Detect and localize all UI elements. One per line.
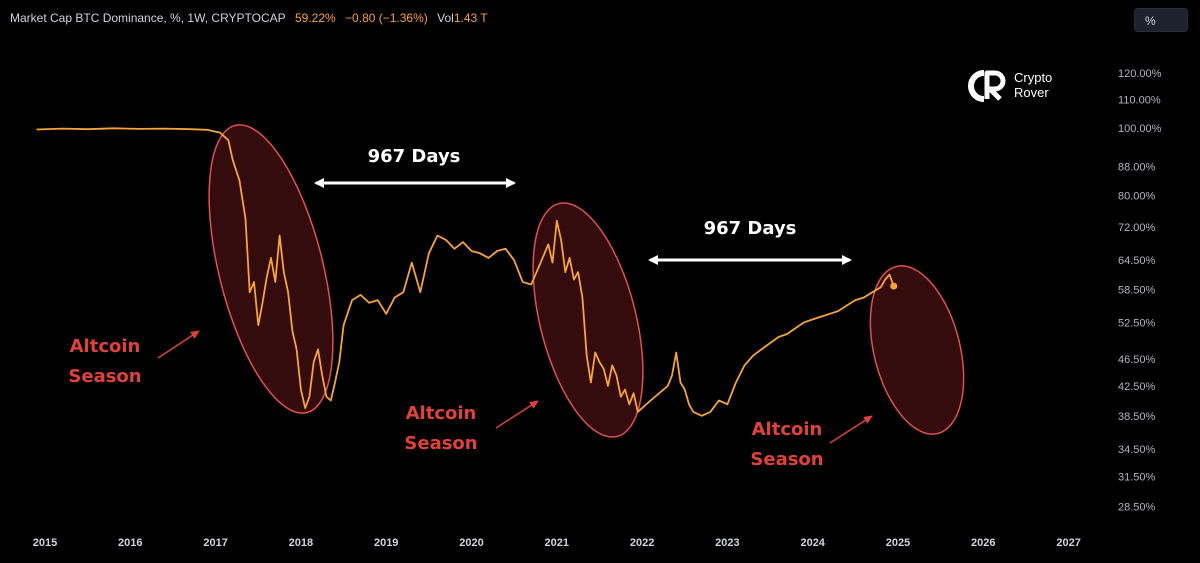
season-label-2-line1: Altcoin [406,403,477,424]
x-tick-label: 2021 [545,537,569,549]
season-label-1-line1: Altcoin [70,336,141,357]
altcoin-season-region-3 [869,265,965,435]
y-tick-label: 38.50% [1118,411,1156,423]
y-tick-label: 72.00% [1118,222,1156,234]
chart-header: Market Cap BTC Dominance, %, 1W, CRYPTOC… [10,11,488,25]
season-arrow-2 [495,400,539,429]
crypto-rover-logo: Crypto Rover [962,70,1072,102]
season-label-3-line1: Altcoin [752,419,823,440]
x-tick-label: 2025 [886,537,910,549]
volume-label: Vol [437,11,454,25]
logo-line1: Crypto [1014,70,1053,85]
altcoin-season-region-1 [208,124,334,414]
x-tick-label: 2022 [630,537,654,549]
span-label-1: 967 Days [368,146,461,167]
x-tick-label: 2023 [715,537,739,549]
x-tick-label: 2024 [800,537,825,549]
symbol-title: Market Cap BTC Dominance, %, 1W, CRYPTOC… [10,11,286,25]
logo-line2: Rover [1014,85,1049,100]
x-tick-label: 2018 [289,537,313,549]
volume-value: 1.43 T [453,11,488,25]
y-tick-label: 28.50% [1118,501,1156,513]
x-axis: 2015 2016 2017 2018 2019 2020 2021 2022 2023 2024… [33,537,1081,549]
btc-dominance-line [36,127,895,417]
season-label-1-line2: Season [68,366,141,387]
logo-text: Crypto Rover [1014,70,1052,100]
crypto-rover-logo-icon [968,70,1006,102]
x-tick-label: 2027 [1056,537,1080,549]
last-value-point [890,282,898,290]
x-tick-label: 2015 [33,537,57,549]
y-tick-label: 31.50% [1118,471,1156,483]
x-tick-label: 2026 [971,537,995,549]
y-tick-label: 58.50% [1118,285,1156,297]
season-arrow-1 [157,330,200,359]
y-tick-label: 110.00% [1118,94,1161,106]
y-tick-label: 46.50% [1118,354,1156,366]
y-tick-label: 88.00% [1118,162,1156,174]
last-value: 59.22% [295,11,336,25]
y-tick-label: 120.00% [1118,68,1162,80]
season-label-3-line2: Season [750,449,823,470]
y-tick-label: 64.50% [1118,255,1156,267]
y-tick-label: 52.50% [1118,317,1156,329]
season-label-2-line2: Season [404,433,477,454]
season-arrow-3 [829,415,873,444]
change-value: −0.80 (−1.36%) [345,11,428,25]
x-tick-label: 2020 [459,537,483,549]
y-tick-label: 100.00% [1118,123,1162,135]
percent-scale-button[interactable]: % [1134,8,1188,32]
altcoin-season-region-2 [532,202,644,438]
y-tick-label: 42.50% [1118,381,1156,393]
y-axis: 120.00% 110.00% 100.00% 88.00% 80.00% 72.00% 6… [1118,68,1162,513]
x-tick-label: 2016 [118,537,142,549]
span-label-2: 967 Days [704,218,797,239]
y-tick-label: 80.00% [1118,190,1156,202]
y-tick-label: 34.50% [1118,444,1156,456]
x-tick-label: 2019 [374,537,398,549]
x-tick-label: 2017 [203,537,227,549]
